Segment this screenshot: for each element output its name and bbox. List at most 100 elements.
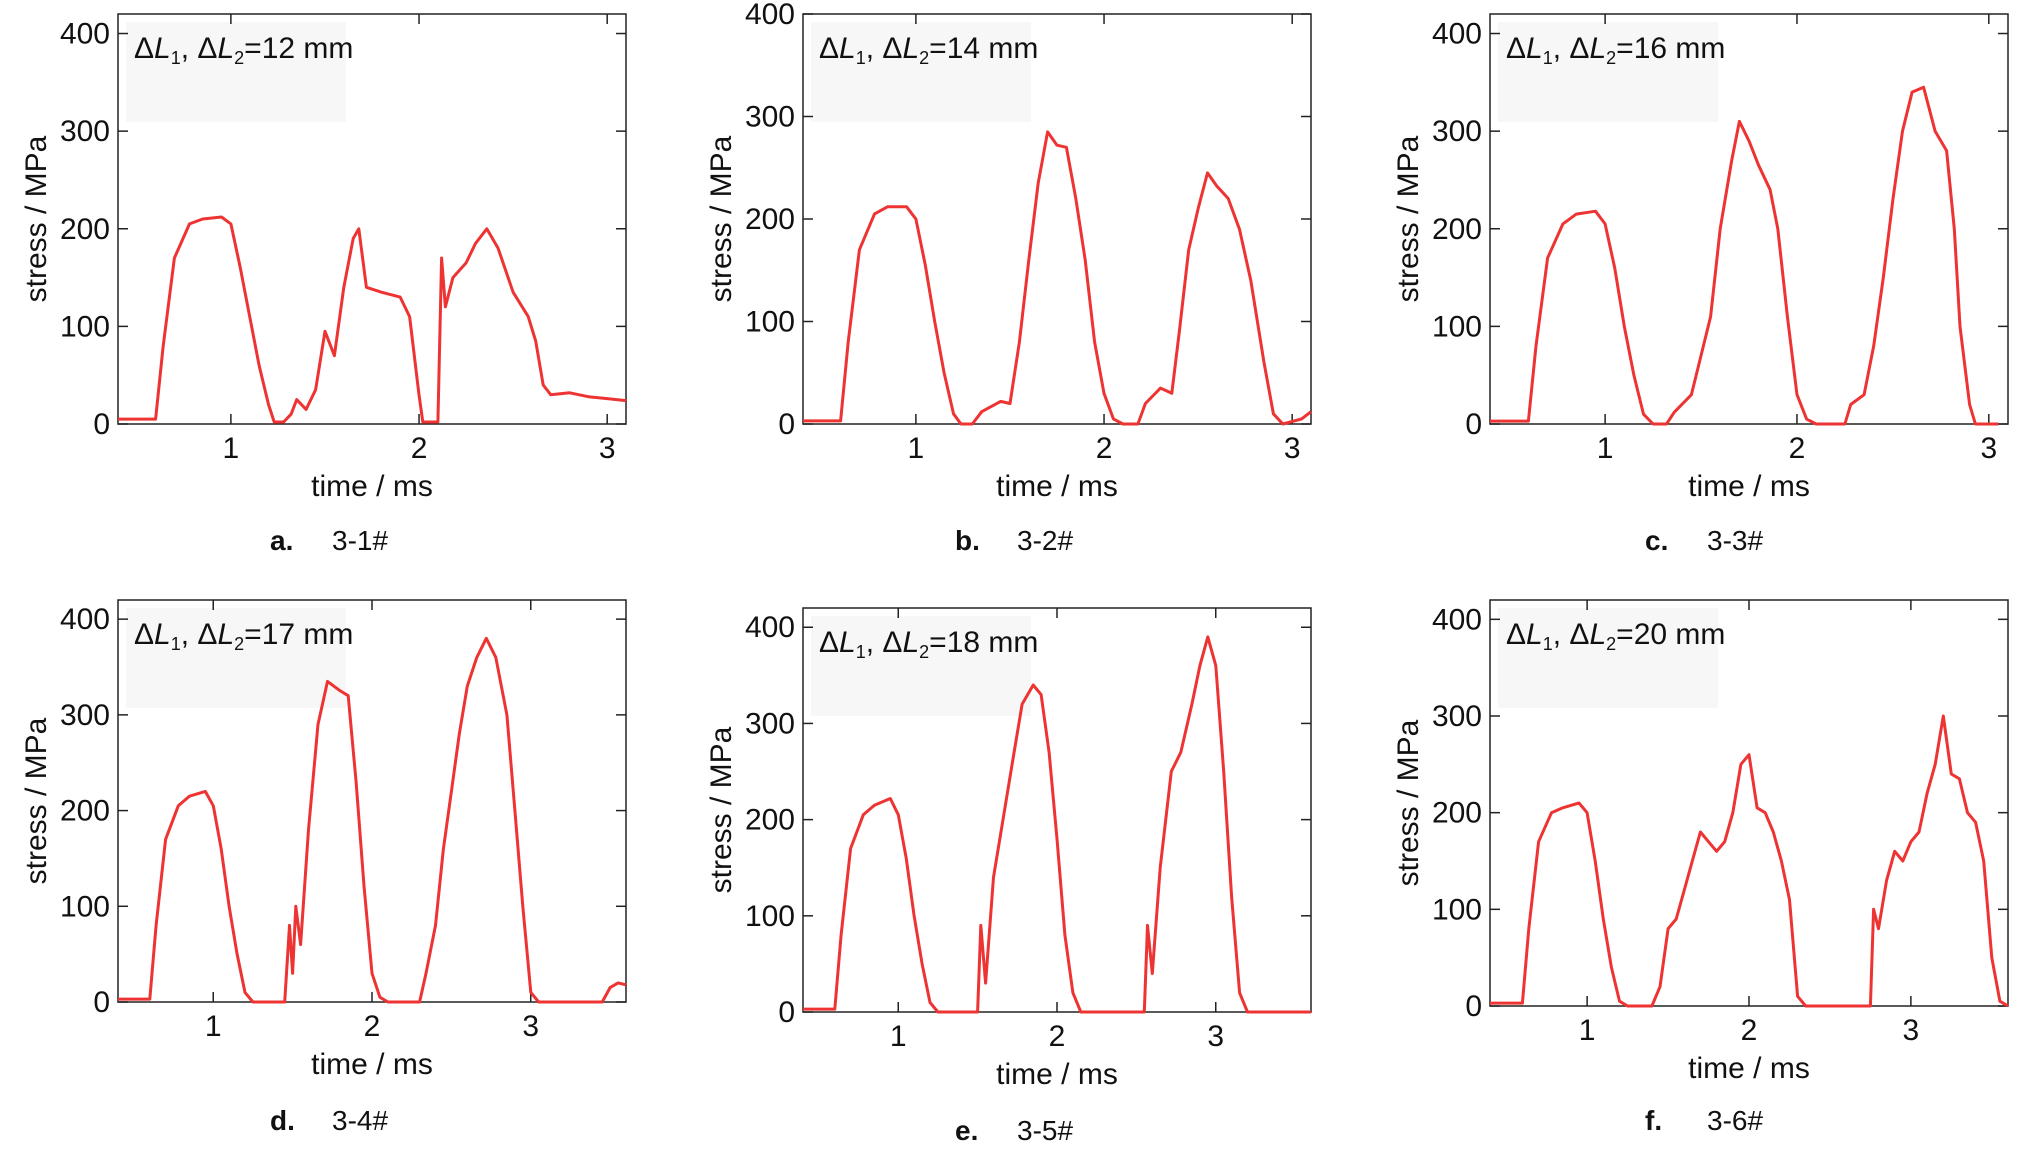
y-tick-label: 300 bbox=[745, 707, 795, 740]
y-tick-label: 200 bbox=[60, 213, 110, 246]
annotation-part: 2 bbox=[234, 634, 244, 654]
x-tick-label: 1 bbox=[908, 432, 925, 465]
y-axis-label: stress / MPa bbox=[705, 135, 738, 302]
y-tick-label: 0 bbox=[778, 996, 795, 1029]
annotation-part: L bbox=[217, 32, 234, 65]
x-tick-label: 3 bbox=[1207, 1020, 1224, 1053]
annotation-part: L bbox=[839, 626, 856, 659]
y-tick-label: 0 bbox=[93, 408, 110, 441]
annotation-part: Δ bbox=[134, 32, 154, 65]
annotation-part: =17 mm bbox=[244, 618, 353, 651]
annotation-part: Δ bbox=[1506, 618, 1526, 651]
annotation-part: 1 bbox=[1543, 634, 1553, 654]
y-tick-label: 400 bbox=[745, 0, 795, 31]
y-tick-label: 0 bbox=[93, 986, 110, 1019]
y-tick-label: 200 bbox=[745, 804, 795, 837]
annotation-part: Δ bbox=[1506, 32, 1526, 65]
x-tick-label: 3 bbox=[1903, 1014, 1920, 1047]
annotation-text: ΔL1, ΔL2=17 mm bbox=[134, 618, 353, 654]
x-tick-label: 3 bbox=[599, 432, 616, 465]
annotation-part: 1 bbox=[856, 48, 866, 68]
annotation-part: L bbox=[217, 618, 234, 651]
x-tick-label: 2 bbox=[1789, 432, 1806, 465]
x-axis-label: time / ms bbox=[1688, 1052, 1810, 1085]
x-tick-label: 2 bbox=[1741, 1014, 1758, 1047]
annotation-part: Δ bbox=[819, 32, 839, 65]
annotation-part: Δ bbox=[819, 626, 839, 659]
caption-letter: e. bbox=[955, 1115, 978, 1146]
caption-letter: c. bbox=[1645, 525, 1668, 556]
caption-id: 3-1# bbox=[332, 525, 388, 556]
annotation-part: 2 bbox=[1606, 634, 1616, 654]
x-axis-label: time / ms bbox=[311, 470, 433, 503]
y-axis-label: stress / MPa bbox=[20, 135, 53, 302]
y-tick-label: 100 bbox=[1432, 310, 1482, 343]
annotation-part: L bbox=[154, 32, 171, 65]
x-tick-label: 2 bbox=[411, 432, 428, 465]
annotation-part: 1 bbox=[171, 48, 181, 68]
x-tick-label: 1 bbox=[205, 1010, 222, 1043]
x-tick-label: 2 bbox=[1049, 1020, 1066, 1053]
series-line-0 bbox=[118, 215, 627, 424]
y-tick-label: 200 bbox=[1432, 797, 1482, 830]
y-tick-label: 300 bbox=[1432, 700, 1482, 733]
y-tick-label: 0 bbox=[1465, 408, 1482, 441]
annotation-text: ΔL1, ΔL2=12 mm bbox=[134, 32, 353, 68]
x-tick-label: 1 bbox=[890, 1020, 907, 1053]
annotation-part: L bbox=[1526, 32, 1543, 65]
x-tick-label: 1 bbox=[1579, 1014, 1596, 1047]
annotation-text: ΔL1, ΔL2=18 mm bbox=[819, 626, 1038, 662]
y-tick-label: 200 bbox=[1432, 213, 1482, 246]
series-line-0 bbox=[1490, 85, 1999, 426]
annotation-box bbox=[1498, 608, 1718, 708]
annotation-part: =12 mm bbox=[244, 32, 353, 65]
caption-letter: f. bbox=[1645, 1105, 1662, 1136]
y-tick-label: 300 bbox=[60, 115, 110, 148]
series-line-0 bbox=[803, 130, 1312, 426]
annotation-box bbox=[126, 608, 346, 708]
x-axis-label: time / ms bbox=[1688, 470, 1810, 503]
annotation-part: 1 bbox=[171, 634, 181, 654]
series-line-0 bbox=[118, 636, 627, 1004]
annotation-part: L bbox=[902, 32, 919, 65]
annotation-part: 2 bbox=[919, 48, 929, 68]
y-tick-label: 100 bbox=[745, 900, 795, 933]
x-tick-label: 3 bbox=[1284, 432, 1301, 465]
caption-letter: d. bbox=[270, 1105, 295, 1136]
annotation-part: 2 bbox=[919, 642, 929, 662]
annotation-part: L bbox=[1589, 618, 1606, 651]
y-tick-label: 200 bbox=[60, 795, 110, 828]
annotation-part: 2 bbox=[234, 48, 244, 68]
annotation-part: , Δ bbox=[181, 32, 218, 65]
annotation-part: 1 bbox=[856, 642, 866, 662]
caption-id: 3-4# bbox=[332, 1105, 388, 1136]
x-tick-label: 1 bbox=[223, 432, 240, 465]
y-axis-label: stress / MPa bbox=[705, 726, 738, 893]
x-tick-label: 2 bbox=[364, 1010, 381, 1043]
y-tick-label: 300 bbox=[745, 101, 795, 134]
y-tick-label: 400 bbox=[60, 603, 110, 636]
series-line-0 bbox=[803, 635, 1311, 1014]
annotation-box bbox=[811, 616, 1031, 716]
x-axis-label: time / ms bbox=[311, 1048, 433, 1081]
annotation-part: =14 mm bbox=[929, 32, 1038, 65]
y-axis-label: stress / MPa bbox=[1392, 135, 1425, 302]
caption-id: 3-6# bbox=[1707, 1105, 1763, 1136]
y-tick-label: 400 bbox=[1432, 18, 1482, 51]
y-tick-label: 0 bbox=[778, 408, 795, 441]
annotation-part: 1 bbox=[1543, 48, 1553, 68]
annotation-text: ΔL1, ΔL2=20 mm bbox=[1506, 618, 1725, 654]
x-axis-label: time / ms bbox=[996, 470, 1118, 503]
annotation-box bbox=[1498, 22, 1718, 122]
annotation-part: , Δ bbox=[1553, 32, 1590, 65]
annotation-part: =16 mm bbox=[1616, 32, 1725, 65]
annotation-part: , Δ bbox=[1553, 618, 1590, 651]
y-tick-label: 0 bbox=[1465, 990, 1482, 1023]
plot-frame bbox=[117, 13, 627, 425]
annotation-part: L bbox=[839, 32, 856, 65]
x-tick-label: 3 bbox=[522, 1010, 539, 1043]
annotation-text: ΔL1, ΔL2=14 mm bbox=[819, 32, 1038, 68]
